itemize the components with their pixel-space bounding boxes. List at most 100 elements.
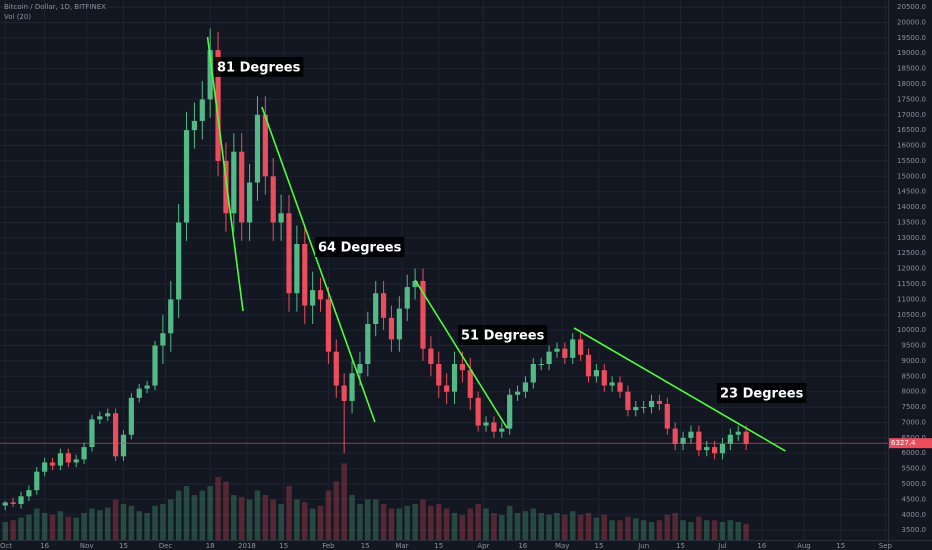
candle-body [696, 431, 702, 451]
candle-body [475, 397, 481, 426]
y-tick-label: 12000.0 [897, 265, 926, 273]
volume-bar [2, 522, 9, 540]
volume-bar [719, 522, 726, 540]
candle-body [735, 431, 741, 435]
y-tick-label: 6000.0 [902, 449, 927, 457]
candle-body [42, 462, 48, 472]
volume-bar [246, 499, 253, 540]
volume-bar [10, 520, 16, 540]
volume-bar [365, 499, 371, 540]
volume-bar [191, 495, 198, 540]
volume-layer [2, 463, 749, 540]
x-tick-label: 15 [434, 542, 443, 550]
volume-bar [65, 516, 72, 540]
volume-bar [601, 514, 608, 540]
candle-body [112, 413, 119, 457]
candle-body [578, 339, 584, 355]
volume-bar [593, 517, 600, 540]
volume-bar [656, 520, 663, 540]
y-tick-label: 20000.0 [897, 18, 926, 26]
volume-bar [680, 520, 686, 540]
annotation-box [717, 383, 807, 403]
candle-body [160, 333, 166, 346]
volume-bar [538, 513, 544, 540]
candle-body [97, 416, 103, 420]
trendline [414, 279, 508, 429]
candle-body [514, 391, 521, 395]
y-tick-label: 4500.0 [902, 495, 927, 503]
annotation-label: 51 Degrees [461, 329, 545, 344]
x-tick-label: 15 [676, 542, 685, 550]
x-tick-label: 15 [119, 542, 128, 550]
volume-bar [499, 514, 505, 540]
candle-body [26, 490, 32, 497]
candle-body [231, 151, 237, 214]
volume-bar [562, 514, 568, 540]
y-tick-label: 15500.0 [897, 157, 926, 165]
candle-body [254, 114, 261, 183]
candle-body [81, 447, 87, 460]
candle-body [199, 99, 205, 121]
candle-body [65, 453, 71, 463]
candle-body [373, 293, 379, 324]
candle-body [467, 370, 473, 398]
volume-bar [160, 504, 166, 540]
volume-bar [443, 508, 450, 540]
volume-bar [688, 522, 694, 540]
trendline [206, 36, 244, 312]
volume-bar [640, 520, 647, 540]
volume-bar [207, 486, 213, 540]
candle-body [436, 364, 442, 386]
candle-body [317, 290, 324, 300]
volume-bar [223, 481, 229, 540]
trendline-layer: 81 Degrees 64 Degrees 51 Degrees 23 Degrees [0, 36, 888, 452]
volume-bar [89, 508, 95, 540]
x-tick-label: Oct [0, 542, 12, 550]
volume-bar [270, 499, 276, 540]
x-tick-label: 15 [279, 542, 288, 550]
candle-body [223, 160, 229, 214]
volume-bar [735, 522, 742, 540]
candle-body [538, 364, 544, 365]
volume-bar [467, 508, 474, 540]
y-tick-label: 4000.0 [902, 511, 927, 519]
candle-body [302, 244, 308, 306]
y-tick-label: 18500.0 [897, 65, 926, 73]
y-tick-label: 11000.0 [897, 295, 926, 303]
volume-bar [325, 490, 332, 540]
x-tick-label: Sep [879, 542, 893, 550]
volume-bar [26, 514, 32, 540]
candle-body [672, 428, 678, 444]
volume-bar [617, 520, 623, 540]
annotation-label: 81 Degrees [217, 61, 301, 76]
y-tick-label: 13500.0 [897, 218, 926, 226]
candle-body [648, 400, 655, 408]
candle-body [656, 400, 663, 404]
volume-bar [475, 504, 481, 540]
volume-bar [49, 514, 56, 540]
candle-body [609, 382, 615, 386]
volume-bar [380, 504, 387, 540]
candle-body [727, 434, 733, 444]
candle-body [128, 397, 134, 435]
candle-body [380, 293, 387, 318]
y-tick-label: 20500.0 [897, 3, 926, 11]
y-tick-label: 8500.0 [902, 372, 927, 380]
candle-body [593, 370, 599, 377]
volume-bar [81, 513, 87, 540]
volume-bar [451, 513, 458, 540]
volume-bar [459, 514, 466, 540]
candle-body [215, 50, 221, 161]
candle-body [570, 339, 576, 358]
volume-bar [357, 504, 363, 540]
volume-bar [333, 481, 340, 540]
y-tick-label: 3500.0 [902, 526, 927, 534]
candle-body [444, 385, 450, 392]
candle-body [333, 351, 339, 386]
candle-body [57, 453, 64, 466]
y-tick-label: 6500.0 [902, 434, 927, 442]
candle-body [136, 388, 142, 398]
volume-bar [104, 507, 111, 540]
